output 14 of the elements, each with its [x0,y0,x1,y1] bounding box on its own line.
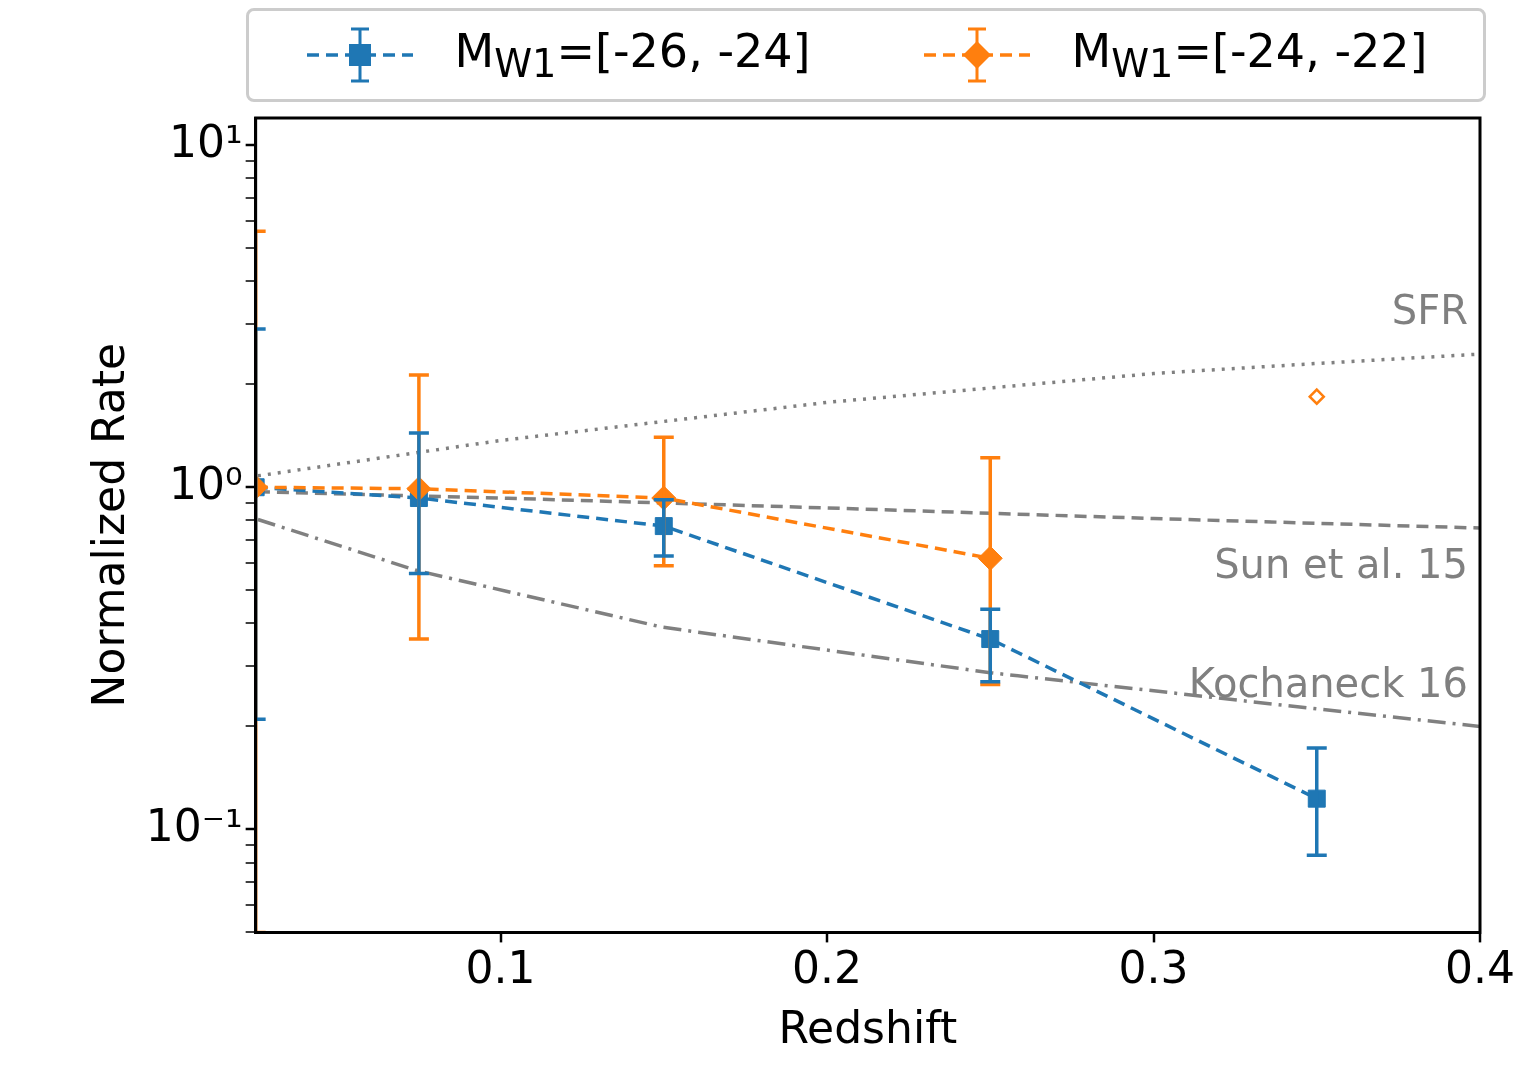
series-label: Kochaneck 16 [1188,659,1468,706]
x-tick-label: 0.2 [792,942,863,994]
y-tick-label: 10⁻¹ [145,799,243,851]
x-tick-label: 0.4 [1445,942,1515,994]
y-tick-label: 10¹ [169,115,243,167]
legend-label: M$_{W1}$=[-26, -24] [454,23,811,87]
y-tick-label: 10⁰ [169,457,243,509]
legend-label: M$_{W1}$=[-24, -22] [1071,23,1428,87]
x-tick-label: 0.3 [1118,942,1189,994]
series-label: Sun et al. 15 [1214,541,1468,588]
y-axis-title: Normalized Rate [82,343,134,708]
x-tick-label: 0.1 [465,942,536,994]
series-label: SFR [1391,287,1468,334]
x-axis-title: Redshift [778,1002,958,1054]
